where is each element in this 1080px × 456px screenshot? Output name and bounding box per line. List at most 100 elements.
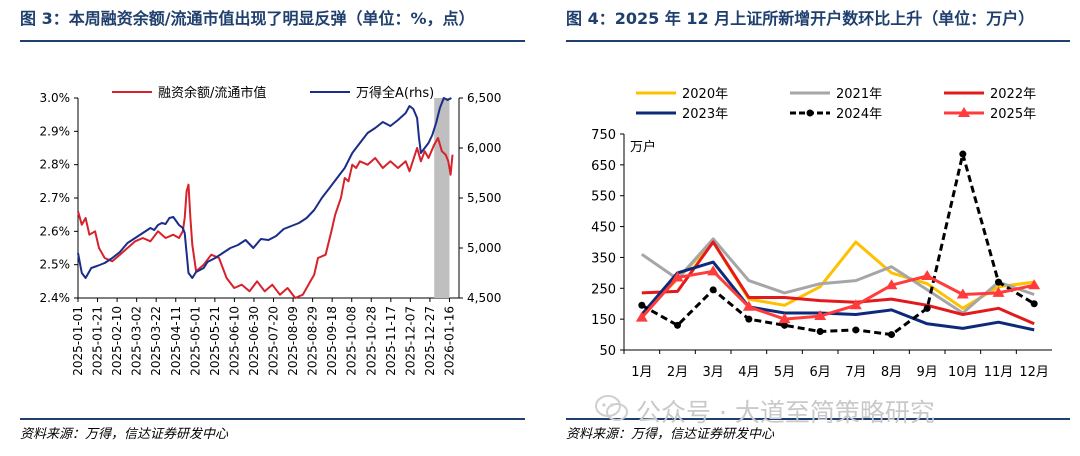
series-line-4 xyxy=(641,152,1035,337)
series-line-1 xyxy=(640,237,1035,315)
series-point xyxy=(674,321,681,329)
series-line-3 xyxy=(640,260,1035,332)
y-tick-label: 450 xyxy=(591,221,616,236)
series-point xyxy=(885,279,898,290)
x-tick-label: 2025-01-21 xyxy=(91,306,105,376)
x-tick-label: 7月 xyxy=(845,365,866,380)
series-point xyxy=(1028,279,1041,290)
legend-label: 2022年 xyxy=(990,87,1036,102)
x-tick-label: 2026-01-16 xyxy=(442,306,456,376)
x-tick-label: 9月 xyxy=(917,365,938,380)
x-tick-label: 6月 xyxy=(810,365,831,380)
x-tick-label: 8月 xyxy=(881,365,902,380)
x-tick-label: 2025-09-18 xyxy=(325,306,339,376)
unit-label: 万户 xyxy=(630,139,656,155)
x-tick-label: 12月 xyxy=(1019,365,1049,380)
y-tick-label: 550 xyxy=(591,190,616,205)
left-y-tick-label: 2.8% xyxy=(40,158,71,172)
left-y-tick-label: 2.9% xyxy=(40,124,71,138)
x-tick-label: 10月 xyxy=(948,365,978,380)
series-point xyxy=(1030,300,1038,308)
x-tick-label: 2025-01-01 xyxy=(71,306,85,376)
left-series-lines xyxy=(77,97,454,299)
left-source-rule xyxy=(20,418,525,420)
x-tick-label: 4月 xyxy=(738,365,759,380)
x-tick-label: 2025-05-21 xyxy=(208,306,222,376)
left-panel: 图 3：本周融资余额/流通市值出现了明显反弹（单位：%，点） 2.4% 2.5% 2… xyxy=(20,9,525,442)
margin-ratio-line xyxy=(77,137,454,299)
right-series-lines xyxy=(635,150,1041,339)
series-point xyxy=(814,310,827,321)
x-tick-label: 2025-06-30 xyxy=(247,306,261,376)
series-point xyxy=(992,286,1005,297)
series-point xyxy=(638,301,646,309)
x-tick-label: 2025-12-27 xyxy=(423,306,437,376)
left-y-tick-label: 3.0% xyxy=(40,91,71,105)
series-point xyxy=(635,311,648,322)
left-chart: 2.4% 2.5% 2.6% 2.7% 2.8% 2.9% 3.0% 4,500 5,000 5,… xyxy=(40,85,502,376)
x-tick-label: 2025-06-10 xyxy=(227,306,241,376)
x-tick-label: 2025-07-20 xyxy=(267,306,281,376)
right-panel: 图 4：2025 年 12 月上证所新增开户数环比上升（单位：万户） 50 150… xyxy=(540,0,1080,456)
left-figure-title: 图 3：本周融资余额/流通市值出现了明显反弹（单位：%，点） xyxy=(20,9,475,28)
x-tick-label: 11月 xyxy=(984,365,1014,380)
x-tick-label: 2025-02-10 xyxy=(110,306,124,376)
right-source-rule xyxy=(566,418,1070,420)
y-tick-label: 350 xyxy=(591,251,616,266)
series-point xyxy=(742,300,755,311)
legend-label: 2024年 xyxy=(836,107,882,122)
y-tick-label: 650 xyxy=(591,159,616,174)
x-tick-label: 2025-10-28 xyxy=(364,306,378,376)
series-point xyxy=(888,331,895,339)
x-tick-label: 2025-03-22 xyxy=(149,306,163,376)
legend-label: 2023年 xyxy=(682,107,728,122)
series-point xyxy=(959,150,967,158)
series-point xyxy=(849,299,862,310)
legend-label: 融资余额/流通市值 xyxy=(158,85,266,101)
right-y-tick-label: 5,000 xyxy=(467,241,501,255)
series-point xyxy=(956,288,969,299)
y-tick-label: 150 xyxy=(591,313,616,328)
wechat-logo-icon xyxy=(595,395,628,421)
x-tick-label: 3月 xyxy=(703,365,724,380)
watermark-text: 公众号 · 大道至简策略研究 xyxy=(636,398,935,427)
right-title-rule xyxy=(566,40,1070,42)
right-source-note: 资料来源：万得，信达证券研发中心 xyxy=(566,427,775,442)
legend-label: 2021年 xyxy=(836,87,882,102)
right-legend: 2020年 2021年 2022年 2023年 2024年 2025年 xyxy=(636,87,1036,122)
right-chart: 50 150 250 350 450 550 650 750 万户 1月 2月 3月 4月 5月 6月 7月 8… xyxy=(591,87,1052,380)
right-y-tick-label: 6,500 xyxy=(467,91,501,105)
series-point xyxy=(745,315,753,323)
left-title-rule xyxy=(20,40,525,42)
series-point xyxy=(781,321,788,329)
x-tick-label: 2025-04-11 xyxy=(169,306,183,376)
x-tick-label: 2025-05-01 xyxy=(188,306,202,376)
series-point xyxy=(923,304,931,312)
y-tick-label: 50 xyxy=(599,344,616,359)
shaded-period-band xyxy=(434,98,450,298)
x-tick-label: 1月 xyxy=(631,365,652,380)
left-y-tick-label: 2.6% xyxy=(40,224,71,238)
left-y-tick-label: 2.4% xyxy=(40,291,71,305)
legend-marker xyxy=(806,109,814,117)
series-point xyxy=(816,327,824,335)
series-point xyxy=(995,278,1002,286)
y-tick-label: 750 xyxy=(591,128,616,143)
series-point xyxy=(921,269,934,280)
left-y-tick-label: 2.5% xyxy=(40,258,71,272)
x-tick-label: 5月 xyxy=(774,365,795,380)
right-y-tick-label: 4,500 xyxy=(467,291,501,305)
left-legend: 融资余额/流通市值 万得全A(rhs) xyxy=(112,85,434,101)
y-tick-label: 250 xyxy=(591,282,616,297)
x-tick-label: 2025-08-29 xyxy=(306,306,320,376)
x-tick-label: 2025-10-08 xyxy=(345,306,359,376)
wind-all-a-index-line xyxy=(77,97,452,279)
x-tick-label: 2025-08-09 xyxy=(286,306,300,376)
left-source-note: 资料来源：万得，信达证券研发中心 xyxy=(20,427,229,442)
series-point xyxy=(671,271,684,282)
left-shaded-region xyxy=(434,98,450,298)
x-tick-label: 2025-03-02 xyxy=(130,306,144,376)
series-line-5 xyxy=(640,269,1035,321)
x-tick-label: 2月 xyxy=(667,365,688,380)
series-point xyxy=(707,265,720,276)
